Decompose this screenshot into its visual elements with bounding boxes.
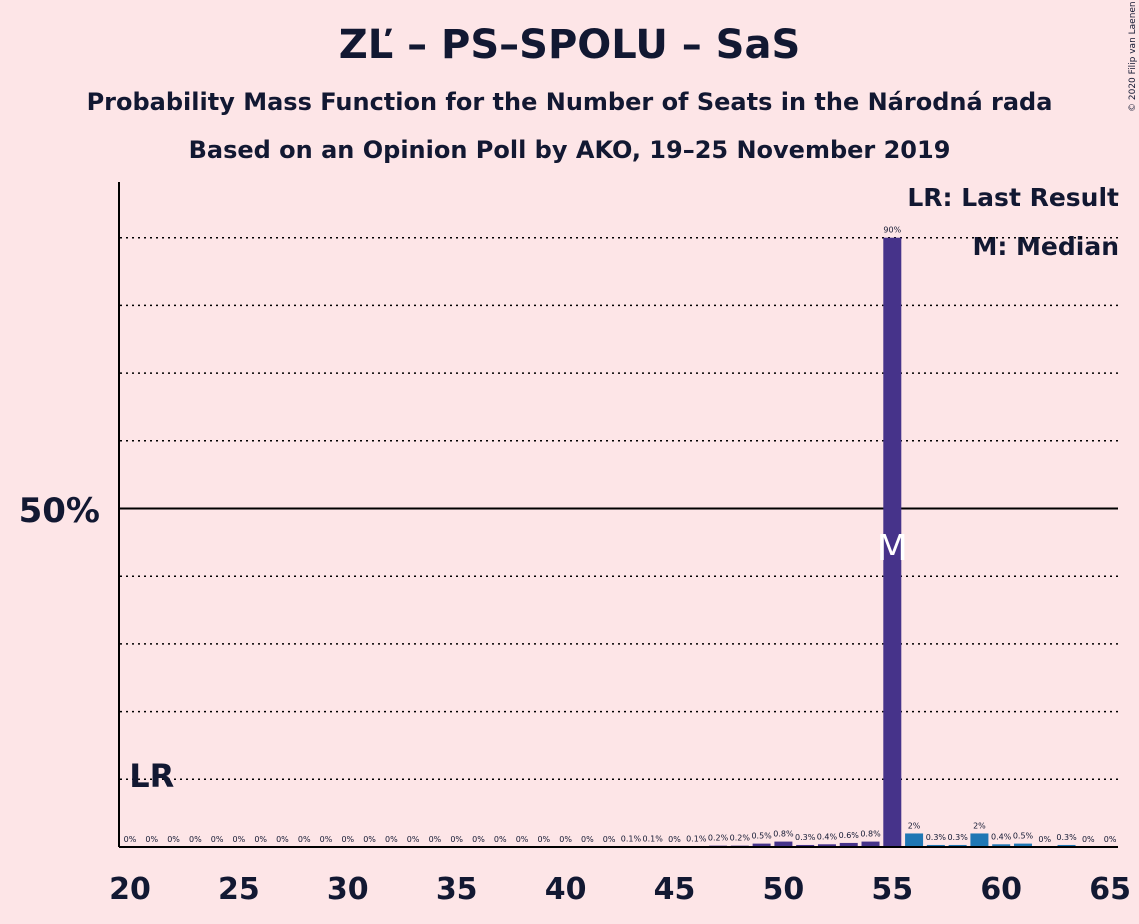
bar-label: 0% — [603, 835, 616, 844]
bar-label: 0% — [320, 835, 333, 844]
bar-label: 0.3% — [1056, 833, 1077, 842]
bar-label: 2% — [973, 821, 986, 830]
x-tick-label: 30 — [327, 872, 369, 907]
bar-label: 0% — [233, 835, 246, 844]
bar-label: 0.1% — [686, 834, 707, 843]
bar-label: 0% — [494, 835, 507, 844]
bar — [905, 833, 924, 847]
bar-label: 0% — [429, 835, 442, 844]
x-tick-label: 65 — [1089, 872, 1131, 907]
last-result-marker: LR — [129, 757, 174, 795]
bars — [621, 237, 1076, 847]
bar — [1013, 843, 1032, 847]
legend-median: M: Median — [972, 232, 1119, 261]
bar-label: 0.3% — [795, 833, 816, 842]
bar-label: 0.1% — [621, 834, 642, 843]
bar — [992, 844, 1011, 847]
bar-label: 0% — [145, 835, 158, 844]
bar — [752, 843, 771, 847]
bar-label: 0.2% — [708, 834, 729, 843]
x-tick-label: 35 — [436, 872, 478, 907]
bar-label: 0% — [537, 835, 550, 844]
x-tick-label: 40 — [545, 872, 587, 907]
bar-label: 0% — [167, 835, 180, 844]
bar — [926, 844, 945, 847]
bar-label: 0% — [516, 835, 529, 844]
x-tick-label: 45 — [654, 872, 696, 907]
bar-label: 0% — [211, 835, 224, 844]
bar-label: 90% — [883, 226, 901, 235]
bar-label: 0.2% — [730, 834, 751, 843]
bar-label: 0.5% — [1013, 832, 1034, 841]
bar-label: 0% — [1038, 835, 1051, 844]
bar-label: 0% — [124, 835, 137, 844]
bar — [861, 841, 880, 847]
bar-label: 0% — [581, 835, 594, 844]
bar-label: 2% — [908, 821, 921, 830]
bar-label: 0% — [189, 835, 202, 844]
x-tick-label: 25 — [218, 872, 260, 907]
bar-label: 0.8% — [773, 830, 794, 839]
bar-label: 0% — [276, 835, 289, 844]
bar-label: 0% — [254, 835, 267, 844]
bar — [774, 841, 793, 847]
bar — [817, 844, 836, 847]
bar-label: 0.5% — [751, 832, 772, 841]
bar-label: 0% — [407, 835, 420, 844]
bar-label: 0% — [341, 835, 354, 844]
bar-label: 0% — [1104, 835, 1117, 844]
bar-label: 0% — [298, 835, 311, 844]
bar — [948, 844, 967, 847]
bar-label: 0.3% — [926, 833, 947, 842]
x-tick-label: 55 — [871, 872, 913, 907]
bar-label: 0% — [385, 835, 398, 844]
bar — [1057, 844, 1076, 847]
bar-label: 0.3% — [947, 833, 968, 842]
legend-last-result: LR: Last Result — [907, 183, 1119, 212]
gridlines — [120, 236, 1118, 781]
bar-label: 0.4% — [991, 832, 1012, 841]
bar-label: 0% — [450, 835, 463, 844]
x-tick-label: 50 — [763, 872, 805, 907]
bar-label: 0% — [559, 835, 572, 844]
bar — [883, 237, 902, 847]
x-tick-labels: 20 25 30 35 40 45 50 55 60 65 — [109, 872, 1131, 907]
bar — [796, 844, 815, 847]
x-tick-label: 20 — [109, 872, 151, 907]
median-marker: M — [877, 528, 908, 569]
bar-label: 0% — [668, 835, 681, 844]
bar-label: 0.4% — [817, 832, 838, 841]
bar-label: 0% — [363, 835, 376, 844]
bar-label: 0.1% — [643, 834, 664, 843]
x-tick-label: 60 — [980, 872, 1022, 907]
bar — [970, 833, 989, 847]
bar-label: 0% — [472, 835, 485, 844]
bar-label: 0.8% — [860, 830, 881, 839]
y-tick-label: 50% — [19, 491, 100, 531]
bar-label: 0% — [1082, 835, 1095, 844]
chart-subtitle: Probability Mass Function for the Number… — [86, 88, 1053, 116]
bar-label: 0.6% — [839, 831, 860, 840]
bar-labels: 0% 0% 0% 0% 0% 0% 0% 0% 0% 0% 0% 0% 0% 0% 0% 0% 0% 0% 0% 0%… — [124, 226, 1117, 844]
chart-source-line: Based on an Opinion Poll by AKO, 19–25 N… — [188, 136, 951, 164]
bar — [839, 842, 858, 847]
chart-title: ZĽ – PS–SPOLU – SaS — [338, 22, 801, 68]
